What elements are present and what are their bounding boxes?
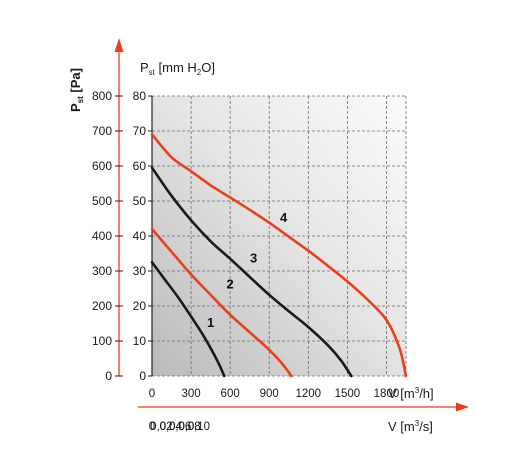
curve-label-3: 3 [250, 250, 257, 265]
y-pa-axis-arrow [114, 38, 124, 52]
y-mm-tick-6: 60 [133, 159, 147, 173]
x-m3h-tick-2: 600 [221, 388, 240, 400]
y-pa-tick-3: 300 [92, 264, 112, 278]
y-mm-tick-7: 70 [133, 124, 147, 138]
curve-3 [150, 166, 353, 378]
curves [150, 133, 408, 378]
x-m3h-tick-0: 0 [149, 388, 155, 400]
y-pa-tick-0: 0 [105, 369, 112, 383]
curve-label-1: 1 [207, 315, 214, 330]
tick-labels: 0100200300400500600700800010203040506070… [92, 89, 399, 433]
y-pa-tick-2: 200 [92, 299, 112, 313]
x-m3h-tick-1: 300 [181, 388, 200, 400]
x-m3h-tick-3: 900 [260, 388, 279, 400]
x-m3s-tick-4: 0,08 [178, 421, 200, 433]
y-mm-tick-1: 10 [133, 334, 147, 348]
x-m3h-tick-5: 1500 [335, 388, 361, 400]
y-pa-tick-6: 600 [92, 159, 112, 173]
y-left-axis-label: Pst [Pa] [68, 68, 85, 112]
y-pa-tick-8: 800 [92, 89, 112, 103]
curve-1 [150, 261, 226, 378]
x-m3s-axis-label: V [m3/s] [388, 419, 433, 434]
y-mm-tick-3: 30 [133, 264, 147, 278]
y-mm-tick-5: 50 [133, 194, 147, 208]
x-m3s-tick-0: 0 [149, 421, 155, 433]
x-m3s-tick-5: 0,10 [188, 421, 210, 433]
x-m3s-tick-1: 0,02 [150, 421, 172, 433]
x-m3h-axis-label: V [m3/h] [388, 386, 434, 401]
x-m3h-tick-6: 1800 [374, 388, 400, 400]
curve-label-4: 4 [280, 210, 288, 225]
y-pa-tick-4: 400 [92, 229, 112, 243]
y-pa-tick-7: 700 [92, 124, 112, 138]
x-axis-arrow [456, 402, 469, 412]
y-pa-tick-5: 500 [92, 194, 112, 208]
curve-2 [150, 227, 293, 378]
x-m3h-tick-4: 1200 [296, 388, 322, 400]
curve-4 [150, 133, 408, 378]
y-mm-tick-0: 0 [139, 369, 146, 383]
y-pa-tick-1: 100 [92, 334, 112, 348]
x-m3s-tick-2: 0,04 [160, 421, 183, 433]
y-mm-tick-4: 40 [133, 229, 147, 243]
y-mm-tick-2: 20 [133, 299, 147, 313]
x-m3s-tick-3: 0,06 [169, 421, 191, 433]
curve-label-2: 2 [227, 277, 234, 292]
y-mm-tick-8: 80 [133, 89, 147, 103]
y-right-axis-label: Pst [mm H2O] [140, 60, 215, 77]
curve-labels: 1 2 3 4 [207, 210, 288, 330]
